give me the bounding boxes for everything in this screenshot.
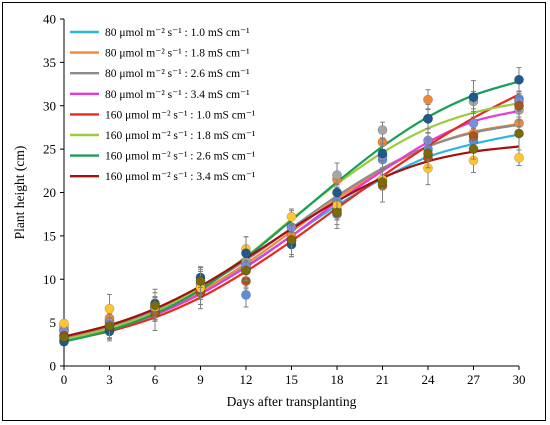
data-point bbox=[59, 332, 69, 343]
x-tick-label: 12 bbox=[240, 372, 253, 387]
data-point bbox=[514, 128, 524, 139]
data-point bbox=[423, 94, 433, 105]
ticks: 0 3 6 9 12 15 18 21 24 27 30 0 5 10 15 20 25 30 35 40 bbox=[43, 12, 526, 388]
legend-label: 80 μmol m⁻² s⁻¹ : 1.0 mS cm⁻¹ bbox=[105, 27, 250, 39]
data-point bbox=[468, 144, 479, 155]
data-point bbox=[377, 125, 388, 135]
legend-label: 80 μmol m⁻² s⁻¹ : 1.8 mS cm⁻¹ bbox=[105, 48, 250, 60]
data-point bbox=[195, 276, 206, 286]
x-tick-label: 3 bbox=[106, 372, 113, 387]
x-tick-label: 15 bbox=[285, 372, 298, 387]
data-point bbox=[332, 207, 342, 218]
x-tick-label: 21 bbox=[376, 372, 389, 387]
data-point bbox=[104, 303, 115, 314]
x-tick-label: 6 bbox=[152, 372, 159, 387]
x-tick-label: 0 bbox=[61, 372, 68, 387]
data-point bbox=[241, 248, 251, 259]
x-axis-label: Days after transplanting bbox=[227, 394, 357, 409]
y-tick-label: 10 bbox=[43, 272, 56, 287]
data-point bbox=[241, 289, 251, 300]
data-point bbox=[468, 118, 479, 128]
data-point bbox=[377, 148, 388, 159]
x-tick-label: 24 bbox=[422, 372, 436, 387]
data-point bbox=[514, 100, 524, 111]
x-tick-label: 27 bbox=[467, 372, 481, 387]
y-tick-label: 20 bbox=[43, 185, 56, 200]
data-point bbox=[286, 211, 297, 222]
legend-label: 160 μmol m⁻² s⁻¹ : 1.0 mS cm⁻¹ bbox=[105, 109, 256, 121]
data-point bbox=[286, 235, 297, 246]
data-point bbox=[241, 265, 251, 276]
y-tick-label: 15 bbox=[43, 228, 56, 243]
data-point bbox=[377, 177, 388, 187]
data-point bbox=[468, 92, 479, 102]
data-point bbox=[423, 113, 433, 124]
data-point bbox=[423, 148, 433, 159]
y-tick-label: 0 bbox=[50, 359, 57, 374]
y-tick-label: 5 bbox=[50, 315, 57, 330]
legend-label: 80 μmol m⁻² s⁻¹ : 2.6 mS cm⁻¹ bbox=[105, 68, 250, 80]
y-axis-label: Plant height (cm) bbox=[12, 146, 27, 240]
data-point bbox=[514, 74, 524, 85]
data-point bbox=[332, 187, 342, 198]
legend-label: 80 μmol m⁻² s⁻¹ : 3.4 mS cm⁻¹ bbox=[105, 89, 250, 101]
x-tick-label: 18 bbox=[331, 372, 344, 387]
data-point bbox=[514, 152, 524, 163]
y-tick-label: 25 bbox=[43, 142, 56, 157]
legend-label: 160 μmol m⁻² s⁻¹ : 1.8 mS cm⁻¹ bbox=[105, 130, 256, 142]
x-tick-label: 9 bbox=[197, 372, 204, 387]
data-point bbox=[332, 170, 342, 181]
legend-label: 160 μmol m⁻² s⁻¹ : 3.4 mS cm⁻¹ bbox=[105, 171, 256, 183]
legend-label: 160 μmol m⁻² s⁻¹ : 2.6 mS cm⁻¹ bbox=[105, 151, 256, 163]
y-tick-label: 40 bbox=[43, 12, 56, 27]
legend: 80 μmol m⁻² s⁻¹ : 1.0 mS cm⁻¹ 80 μmol m⁻²… bbox=[70, 27, 256, 183]
data-point bbox=[150, 300, 160, 311]
y-tick-label: 30 bbox=[43, 98, 56, 113]
data-points bbox=[59, 67, 524, 347]
data-point bbox=[59, 318, 69, 329]
y-tick-label: 35 bbox=[43, 55, 56, 70]
data-point bbox=[104, 321, 115, 331]
chart-frame bbox=[2, 2, 546, 421]
x-tick-label: 30 bbox=[513, 372, 526, 387]
